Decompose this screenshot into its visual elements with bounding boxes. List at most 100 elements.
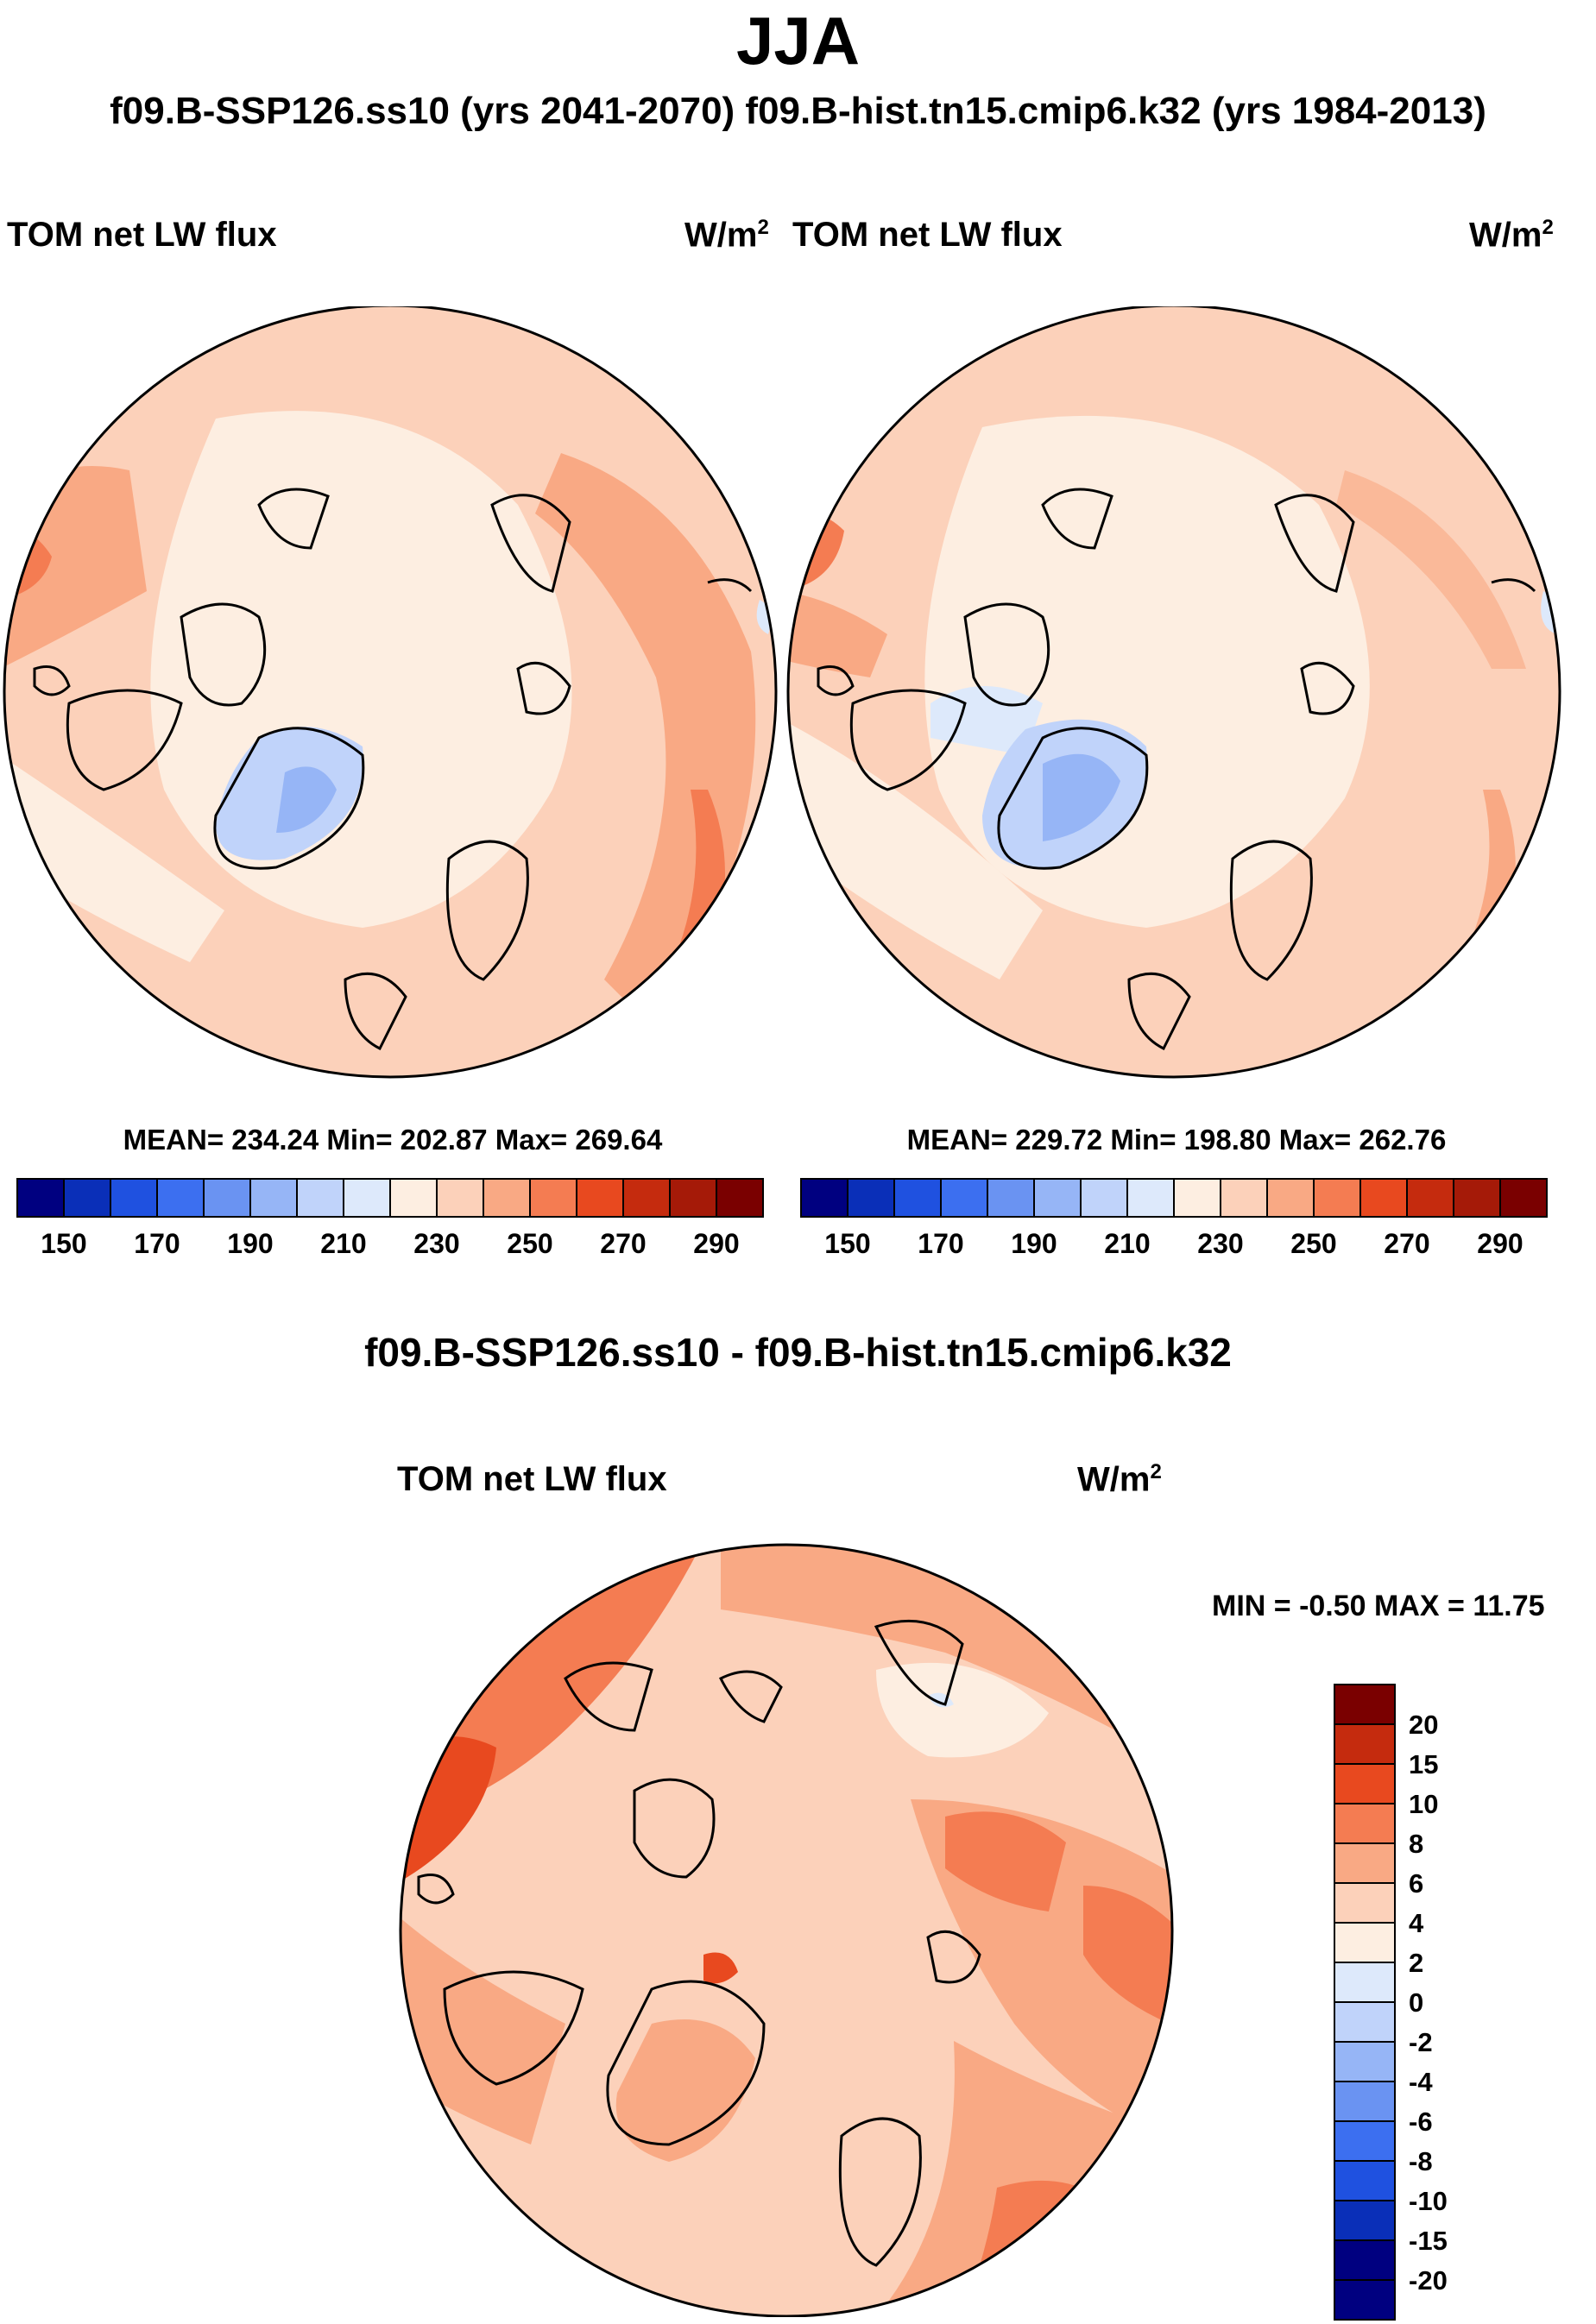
- colorbar-2-box: [1453, 1178, 1501, 1218]
- colorbar-2-tick-label: 170: [918, 1228, 963, 1259]
- colorbar-1-box: [389, 1178, 438, 1218]
- colorbar-1-box: [622, 1178, 671, 1218]
- colorbar-diff-tick-label: -15: [1409, 2226, 1448, 2256]
- colorbar-2-box: [1033, 1178, 1082, 1218]
- colorbar-diff-box: [1334, 2120, 1396, 2162]
- map1-region-hot-se: [621, 790, 725, 1066]
- colorbar-1-box: [483, 1178, 531, 1218]
- map3-region-hot-e: [945, 1811, 1066, 1911]
- panel1-stats: MEAN= 234.24 Min= 202.87 Max= 269.64: [123, 1124, 663, 1156]
- colorbar-1-tick-label: 190: [227, 1228, 273, 1259]
- colorbar-diff-box: [1334, 1962, 1396, 2003]
- colorbar-diff-tick-label: 20: [1409, 1710, 1438, 1740]
- colorbar-2-box: [987, 1178, 1035, 1218]
- colorbar-2-box: [847, 1178, 895, 1218]
- map3-region-cool-n: [876, 1662, 1049, 1758]
- colorbar-diff-tick-label: 6: [1409, 1868, 1423, 1899]
- colorbar-diff-box: [1334, 2001, 1396, 2043]
- colorbar-1-box: [576, 1178, 624, 1218]
- colorbar-2-box: [800, 1178, 848, 1218]
- page-subtitle: f09.B-SSP126.ss10 (yrs 2041-2070) f09.B-…: [110, 90, 1486, 132]
- colorbar-diff-box: [1334, 1763, 1396, 1804]
- colorbar-diff-tick-label: -6: [1409, 2107, 1433, 2137]
- colorbar-2-boxes: [800, 1178, 1548, 1218]
- diff-units-label: W/m2: [1077, 1460, 1162, 1499]
- colorbar-diff-box: [1334, 1842, 1396, 1884]
- colorbar-diff-box: [1334, 1723, 1396, 1765]
- colorbar-diff-box: [1334, 1684, 1396, 1725]
- map1-coastlines: [33, 488, 753, 1051]
- colorbar-1-boxes: [16, 1178, 764, 1218]
- colorbar-diff-box: [1334, 1803, 1396, 1844]
- map1-border: [3, 306, 778, 1079]
- colorbar-1-tick-label: 170: [134, 1228, 180, 1259]
- colorbar-1: 150 170 190 210 230 250 270 290: [16, 1178, 764, 1259]
- colorbar-diff-box: [1334, 2081, 1396, 2122]
- colorbar-1-tick-label: 210: [320, 1228, 366, 1259]
- map2-region-warm-e: [1336, 470, 1526, 669]
- map1-region-cool-sw: [4, 755, 224, 962]
- map2-field: [788, 306, 1560, 1077]
- colorbar-diff-tick-label: 0: [1409, 1987, 1423, 2018]
- colorbar-2-box: [1406, 1178, 1454, 1218]
- colorbar-2-box: [940, 1178, 988, 1218]
- colorbar-diff-box: [1334, 2200, 1396, 2241]
- map2-border: [786, 306, 1561, 1079]
- colorbar-2-tick-label: 290: [1477, 1228, 1523, 1259]
- panel1-variable-label: TOM net LW flux: [7, 216, 277, 254]
- map2-coastlines: [817, 488, 1536, 1051]
- colorbar-1-tick-label: 270: [600, 1228, 646, 1259]
- colorbar-1-box: [716, 1178, 764, 1218]
- colorbar-2-tick-label: 210: [1104, 1228, 1150, 1259]
- colorbar-diff-tick-label: 10: [1409, 1789, 1438, 1819]
- colorbar-2-box: [1499, 1178, 1548, 1218]
- map3-greenland-warm: [615, 2019, 755, 2162]
- colorbar-2: 150 170 190 210 230 250 270 290: [800, 1178, 1548, 1259]
- colorbar-2-box: [1359, 1178, 1408, 1218]
- colorbar-2-box: [1080, 1178, 1128, 1218]
- colorbar-1-box: [203, 1178, 251, 1218]
- colorbar-2-tick-label: 250: [1290, 1228, 1336, 1259]
- map3-region-hot-spot: [703, 1952, 738, 1984]
- diff-minmax: MIN = -0.50 MAX = 11.75: [1212, 1590, 1545, 1622]
- polar-map-1: [3, 306, 778, 1079]
- panel1-units-label: W/m2: [684, 216, 769, 255]
- colorbar-1-ticks: 150 170 190 210 230 250 270 290: [41, 1228, 739, 1259]
- colorbar-diff-boxes: [1334, 1684, 1396, 2321]
- colorbar-1-box: [16, 1178, 65, 1218]
- colorbar-diff-box: [1334, 2279, 1396, 2321]
- map1-greenland-colder: [276, 766, 337, 833]
- colorbar-2-tick-label: 270: [1384, 1228, 1429, 1259]
- colorbar-2-ticks: 150 170 190 210 230 250 270 290: [824, 1228, 1523, 1259]
- map3-region-mid: [548, 1907, 678, 2006]
- map2-greenland-colder: [1043, 753, 1120, 841]
- colorbar-2-box: [1220, 1178, 1268, 1218]
- colorbar-1-box: [110, 1178, 158, 1218]
- colorbar-2-tick-label: 150: [824, 1228, 870, 1259]
- diff-variable-label: TOM net LW flux: [397, 1460, 667, 1498]
- colorbar-1-box: [63, 1178, 111, 1218]
- colorbar-1-box: [343, 1178, 391, 1218]
- panel2-stats: MEAN= 229.72 Min= 198.80 Max= 262.76: [906, 1124, 1447, 1156]
- map2-region-warm-w: [788, 591, 887, 677]
- colorbar-1-tick-label: 250: [507, 1228, 552, 1259]
- colorbar-diff-tick-label: 15: [1409, 1749, 1438, 1779]
- colorbar-1-box: [669, 1178, 717, 1218]
- colorbar-2-tick-label: 190: [1011, 1228, 1057, 1259]
- colorbar-diff-tick-label: -4: [1409, 2067, 1433, 2097]
- colorbar-diff-tick-label: 8: [1409, 1829, 1423, 1859]
- colorbar-diff-tick-label: -2: [1409, 2027, 1433, 2057]
- colorbar-1-tick-label: 150: [41, 1228, 86, 1259]
- colorbar-diff-box: [1334, 2041, 1396, 2082]
- colorbar-1-tick-label: 290: [693, 1228, 739, 1259]
- colorbar-diff-box: [1334, 2160, 1396, 2201]
- colorbar-2-box: [893, 1178, 942, 1218]
- page-title: JJA: [735, 3, 861, 79]
- map2-region-cool-n: [930, 686, 1043, 755]
- colorbar-diff-tick-label: -20: [1409, 2265, 1448, 2296]
- polar-map-diff: [399, 1543, 1174, 2317]
- colorbar-1-tick-label: 230: [413, 1228, 459, 1259]
- colorbar-diff-tick-label: -10: [1409, 2186, 1448, 2216]
- colorbar-2-tick-label: 230: [1197, 1228, 1243, 1259]
- colorbar-1-box: [249, 1178, 298, 1218]
